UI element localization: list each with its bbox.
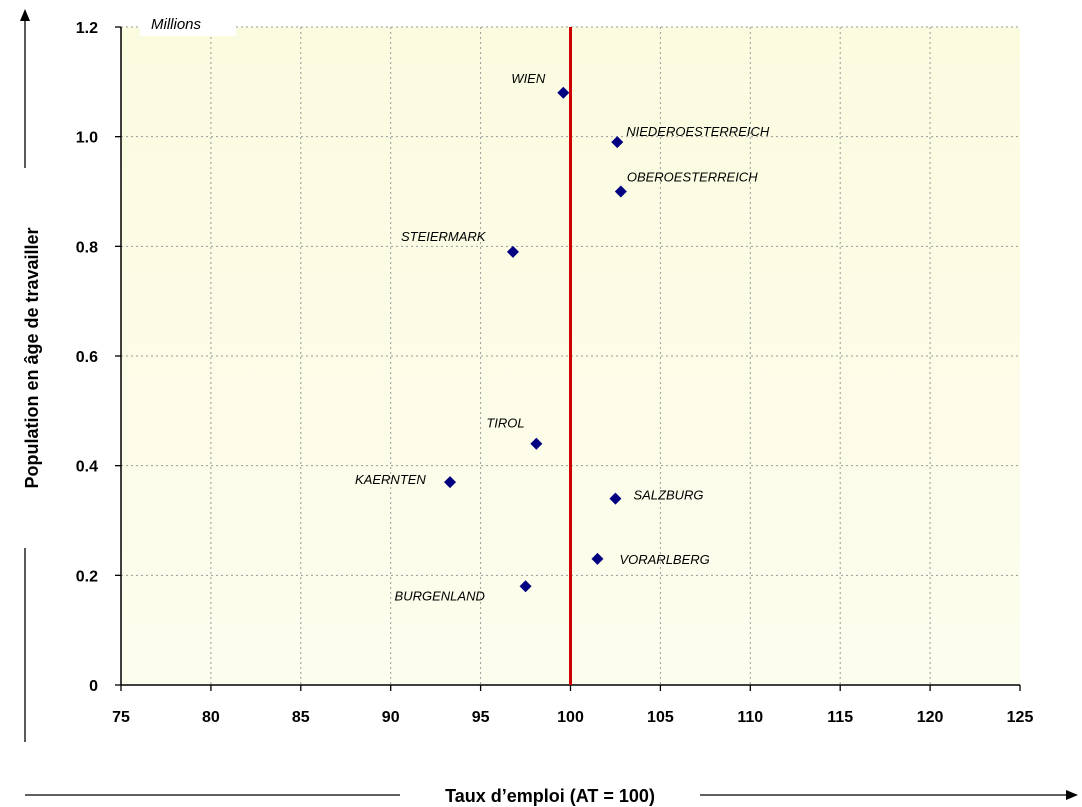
point-vorarlberg: [591, 552, 604, 565]
point-label-steiermark: STEIERMARK: [401, 229, 487, 244]
point-label-kaernten: KAERNTEN: [355, 472, 426, 487]
point-niederoesterreich: [611, 136, 624, 149]
point-burgenland: [519, 580, 532, 593]
point-label-oberoesterreich: OBEROESTERREICH: [627, 170, 758, 185]
y-tick-label: 0: [89, 678, 98, 695]
y-tick-label: 0.6: [76, 349, 98, 366]
x-axis-title: Taux d’emploi (AT = 100): [445, 786, 655, 806]
y-tick-label: 1.2: [76, 20, 98, 37]
point-salzburg: [609, 492, 622, 505]
x-tick-label: 125: [1007, 709, 1034, 726]
x-tick-label: 120: [917, 709, 944, 726]
x-tick-label: 115: [827, 709, 853, 726]
y-title-arrow-head: [20, 9, 30, 21]
y-tick-label: 0.4: [76, 459, 98, 476]
point-label-vorarlberg: VORARLBERG: [619, 552, 709, 567]
x-title-arrow-head: [1066, 790, 1078, 800]
y-tick-labels: 0 0.2 0.4 0.6 0.8 1.0 1.2: [76, 20, 98, 695]
point-label-burgenland: BURGENLAND: [395, 588, 485, 603]
y-tick-label: 0.8: [76, 239, 98, 256]
point-label-wien: WIEN: [511, 71, 546, 86]
x-tick-label: 80: [202, 709, 220, 726]
x-tick-label: 105: [647, 709, 674, 726]
point-kaernten: [444, 476, 457, 489]
point-label-niederoesterreich: NIEDEROESTERREICH: [626, 124, 770, 139]
y-tick-label: 0.2: [76, 568, 98, 585]
x-tick-label: 110: [737, 709, 763, 726]
point-tirol: [530, 437, 543, 450]
x-tick-label: 100: [557, 709, 584, 726]
point-wien: [557, 86, 570, 99]
y-unit-label: Millions: [151, 16, 202, 33]
x-tick-label: 75: [112, 709, 130, 726]
x-tick-label: 85: [292, 709, 310, 726]
y-axis-title: Population en âge de travailler: [22, 227, 42, 488]
x-tick-label: 95: [472, 709, 490, 726]
y-tick-label: 1.0: [76, 130, 98, 147]
data-points: WIEN NIEDEROESTERREICH OBEROESTERREICH STEI…: [355, 71, 770, 603]
point-oberoesterreich: [614, 185, 627, 198]
x-tick-label: 90: [382, 709, 400, 726]
x-tick-labels: 75 80 85 90 95 100 105 110 115 120 125: [112, 709, 1033, 726]
point-steiermark: [506, 245, 519, 258]
point-label-tirol: TIROL: [486, 416, 524, 431]
point-label-salzburg: SALZBURG: [633, 488, 703, 503]
